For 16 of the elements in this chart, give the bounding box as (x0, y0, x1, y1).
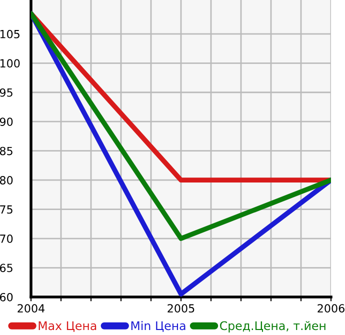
y-tick-label: 65 (0, 264, 12, 272)
y-tick-label: 70 (0, 234, 13, 243)
y-tick-label: 105 (0, 30, 20, 38)
y-tick-label: 100 (0, 59, 20, 68)
y-tick-label: 60 (0, 292, 13, 302)
y-tick-label: 80 (0, 176, 13, 184)
y-tick-label: 85 (0, 146, 12, 156)
legend-label: Сред.Цена, т.йен (220, 321, 326, 332)
x-tick-label: 2004 (18, 304, 45, 313)
legend-label: Min Цена (131, 321, 186, 332)
y-tick-label: 95 (0, 88, 12, 97)
y-tick-label: 90 (0, 118, 13, 126)
legend-label: Max Цена (38, 321, 96, 332)
x-tick-label: 2006 (318, 304, 344, 313)
y-tick-label: 75 (0, 205, 12, 214)
x-tick-label: 2005 (168, 304, 194, 313)
